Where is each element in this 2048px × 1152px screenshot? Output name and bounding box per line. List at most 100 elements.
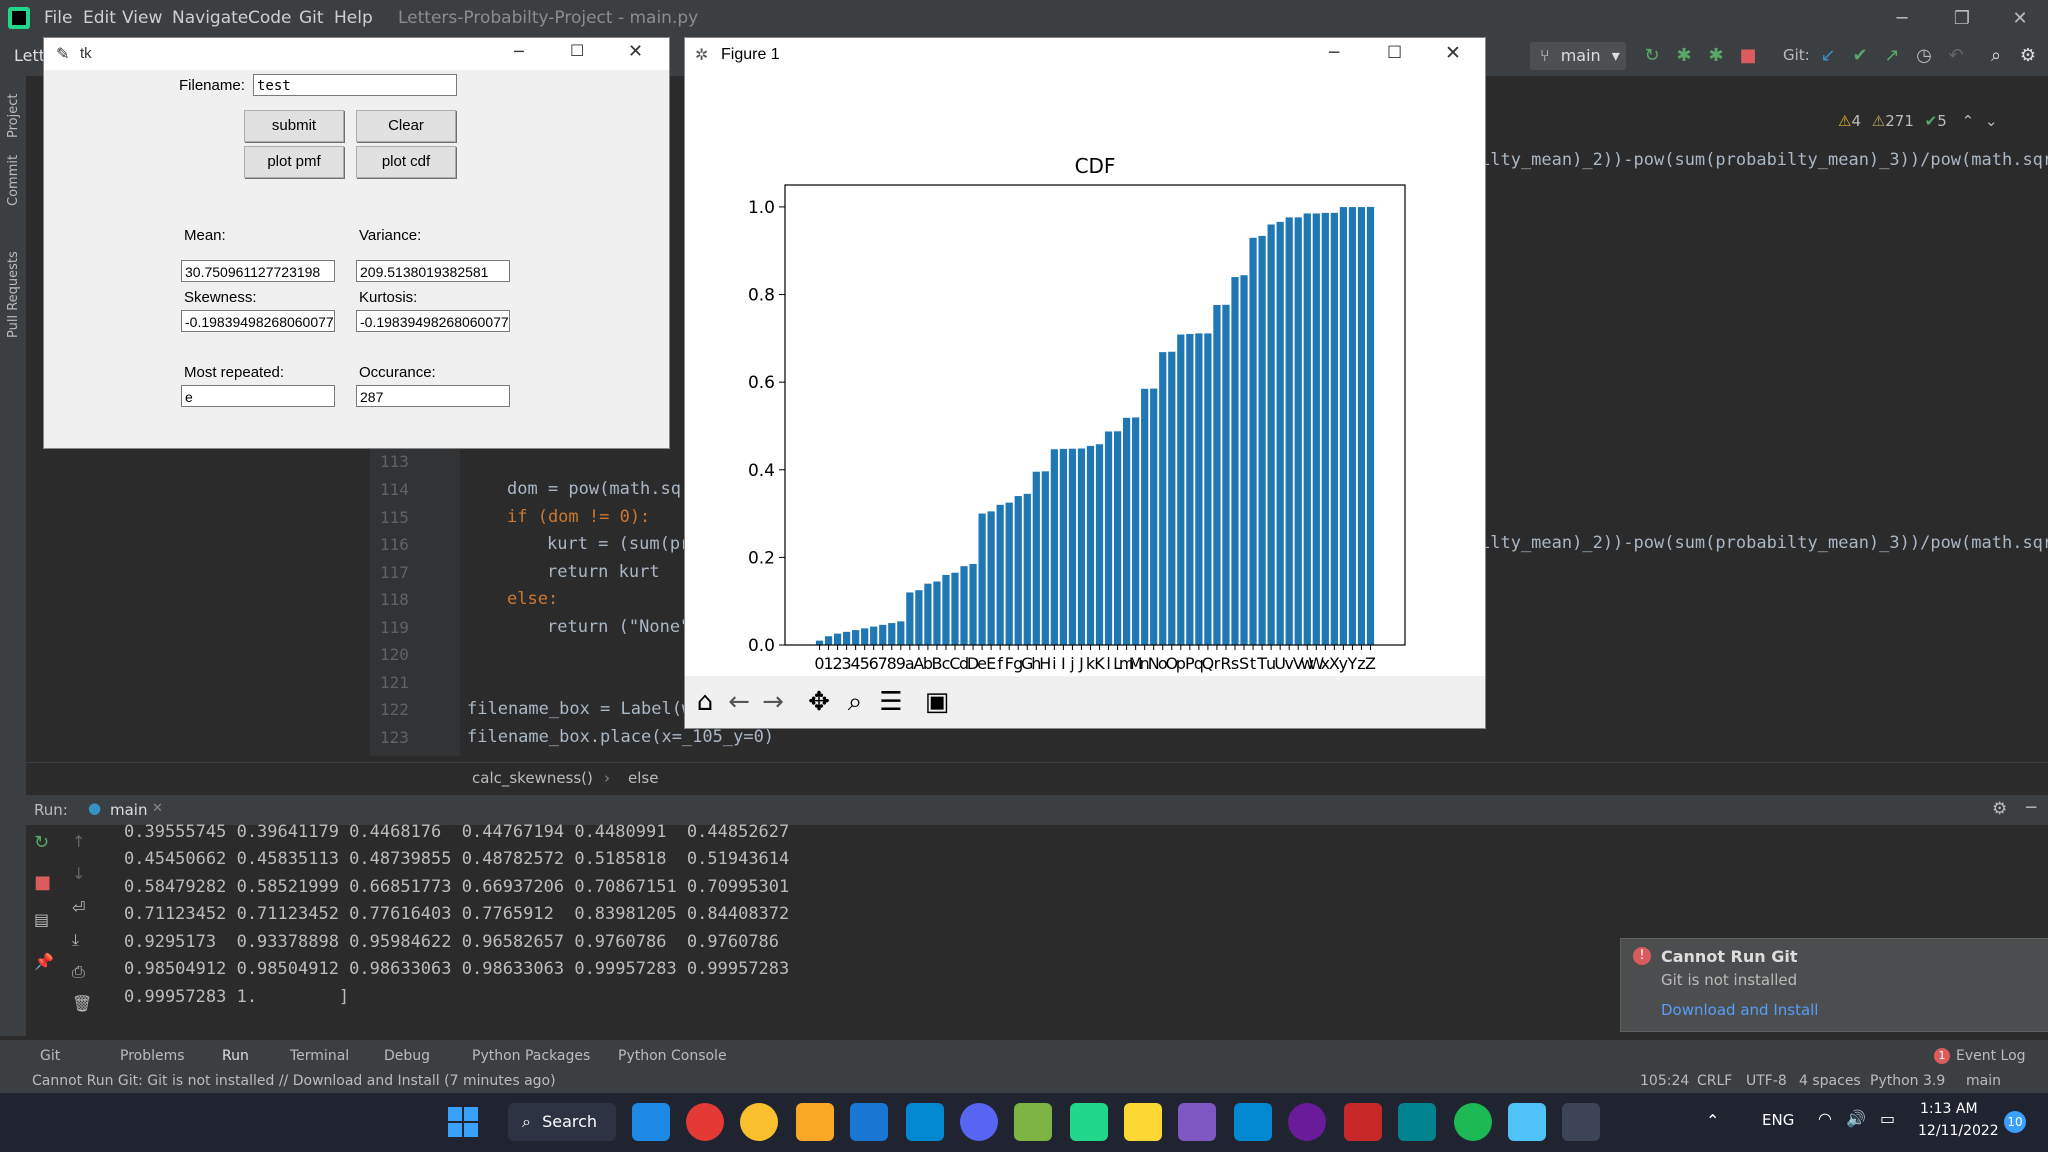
variance-field[interactable]: 209.5138019382581 [356,260,510,282]
tab-commit[interactable]: Commit [6,154,21,206]
soft-wrap-icon[interactable]: ⏎ [72,898,86,917]
kurtosis-field[interactable]: -0.19839498268060077 [356,310,510,332]
python-icon[interactable] [1562,1103,1600,1141]
project-name[interactable]: Lett [14,46,46,65]
rollback-icon[interactable]: ↶ [1948,45,1964,66]
minimize-icon[interactable]: ─ [514,42,524,61]
coverage-icon[interactable]: ✱ [1708,45,1724,66]
home-icon[interactable]: ⌂ [696,687,714,717]
volume-icon[interactable]: 🔊 [1846,1109,1866,1128]
notification-badge[interactable]: 10 [2004,1111,2026,1133]
zoom-icon[interactable]: ⌕ [847,687,863,717]
mail-icon[interactable] [850,1103,888,1141]
close-tab-icon[interactable]: ✕ [152,801,163,816]
menu-help[interactable]: Help [334,8,373,28]
menu-edit[interactable]: Edit [83,8,116,28]
trash-icon[interactable]: 🗑 [72,994,93,1013]
chevron-down-icon[interactable]: ⌄ [1984,112,1998,130]
maximize-icon[interactable]: ☐ [1387,43,1403,63]
close-icon[interactable]: ✕ [1445,42,1461,64]
scroll-end-icon[interactable]: ⤓ [72,930,80,949]
visual-studio-icon[interactable] [1178,1103,1216,1141]
git-push-icon[interactable]: ↗ [1884,45,1900,66]
layout-icon[interactable]: ▤ [34,910,50,929]
pan-icon[interactable]: ✥ [808,687,830,717]
status-branch[interactable]: main [1966,1073,2001,1089]
solidworks-icon[interactable] [1344,1103,1382,1141]
breadcrumb-item[interactable]: else [628,769,659,787]
clock-date[interactable]: 12/11/2022 [1918,1123,1999,1139]
plot-pmf-button[interactable]: plot pmf [244,146,344,178]
event-log-button[interactable]: Event Log [1956,1048,2026,1064]
taskbar-search[interactable]: ⌕ Search [508,1103,616,1141]
status-message[interactable]: Cannot Run Git: Git is not installed // … [32,1073,556,1089]
tab-debug[interactable]: Debug [384,1048,431,1064]
gear-icon[interactable]: ⚙ [2019,45,2037,66]
menu-navigate[interactable]: Navigate [172,8,249,28]
tab-pull-requests[interactable]: Pull Requests [6,251,21,338]
interpreter[interactable]: Python 3.9 [1870,1073,1946,1089]
plot-cdf-button[interactable]: plot cdf [356,146,456,178]
line-separator[interactable]: CRLF [1697,1073,1733,1089]
hide-icon[interactable]: ─ [2026,798,2037,818]
forward-icon[interactable]: → [762,687,784,717]
close-icon[interactable]: ✕ [2012,8,2028,29]
file-encoding[interactable]: UTF-8 [1746,1073,1787,1089]
restore-icon[interactable]: ❐ [1953,8,1971,29]
submit-button[interactable]: submit [244,110,344,142]
language-indicator[interactable]: ENG [1762,1111,1795,1129]
tab-project[interactable]: Project [6,93,21,138]
debug-icon[interactable]: ✱ [1676,45,1692,66]
print-icon[interactable]: ⎙ [72,962,85,981]
menu-file[interactable]: File [44,8,73,28]
edge-icon[interactable] [632,1103,670,1141]
download-install-link[interactable]: Download and Install [1661,1001,1819,1019]
tab-run[interactable]: Run [222,1048,249,1064]
git-update-icon[interactable]: ↙ [1820,45,1836,66]
skewness-field[interactable]: -0.19839498268060077 [181,310,335,332]
menu-code[interactable]: Code [248,8,292,28]
git-commit-icon[interactable]: ✔ [1852,45,1868,66]
up-icon[interactable]: ↑ [72,832,86,851]
chrome-icon[interactable] [740,1103,778,1141]
minimize-icon[interactable]: ─ [1329,43,1340,63]
tab-git[interactable]: Git [40,1048,61,1064]
tab-terminal[interactable]: Terminal [290,1048,350,1064]
occurance-field[interactable]: 287 [356,385,510,407]
arduino-icon[interactable] [1398,1103,1436,1141]
indent-setting[interactable]: 4 spaces [1799,1073,1861,1089]
mean-field[interactable]: 30.750961127723198 [181,260,335,282]
clear-button[interactable]: Clear [356,110,456,142]
gear-icon[interactable]: ⚙ [1992,799,2008,819]
github-desktop-icon[interactable] [1288,1103,1326,1141]
tab-python-packages[interactable]: Python Packages [472,1048,591,1064]
clock-time[interactable]: 1:13 AM [1920,1101,1978,1117]
history-icon[interactable]: ◷ [1916,45,1932,66]
tab-python-console[interactable]: Python Console [618,1048,727,1064]
configure-icon[interactable]: ☰ [879,687,903,717]
stop-icon[interactable]: ■ [1739,45,1757,66]
vscode-icon[interactable] [1234,1103,1272,1141]
most-repeated-field[interactable]: e [181,385,335,407]
file-explorer-icon[interactable] [796,1103,834,1141]
rerun-icon[interactable]: ↻ [1644,45,1660,66]
caret-position[interactable]: 105:24 [1640,1073,1690,1089]
tab-problems[interactable]: Problems [120,1048,185,1064]
run-tab-main[interactable]: main [110,801,148,819]
spotify-icon[interactable] [1454,1103,1492,1141]
app-icon[interactable] [1014,1103,1052,1141]
pycharm-icon[interactable] [1070,1103,1108,1141]
notepad-icon[interactable] [1508,1103,1546,1141]
store-icon[interactable] [906,1103,944,1141]
inspection-widget[interactable]: ⚠4 ⚠271 ✔5 ⌃ ⌄ [1838,112,1998,130]
save-icon[interactable]: ▣ [924,687,950,717]
opera-icon[interactable] [686,1103,724,1141]
minimize-icon[interactable]: ─ [1896,8,1908,29]
down-icon[interactable]: ↓ [72,864,86,883]
branch-selector[interactable]: ⑂ main ▾ [1530,42,1626,70]
filename-input[interactable]: test [253,74,457,96]
breadcrumb-item[interactable]: calc_skewness() [472,769,593,787]
menu-view[interactable]: View [122,8,163,28]
wifi-icon[interactable]: ◠ [1818,1109,1832,1128]
